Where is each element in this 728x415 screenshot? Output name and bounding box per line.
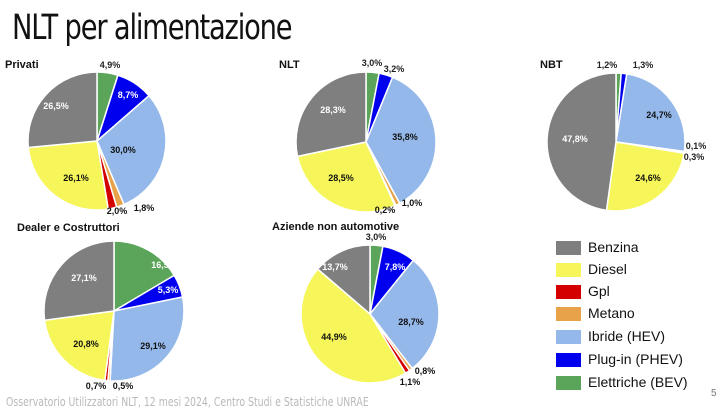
slice-label: 0,7% [86, 381, 107, 391]
pie-slice [296, 141, 396, 213]
pie-privati [27, 71, 167, 211]
gpl-swatch-icon [556, 285, 581, 299]
chart-title-dealer: Dealer e Costruttori [17, 222, 120, 234]
slice-label: 30,0% [110, 145, 136, 155]
legend-label: Diesel [588, 261, 627, 277]
metano-swatch-icon [556, 307, 581, 321]
pie-nbt [546, 72, 686, 212]
slice-label: 3,0% [366, 232, 387, 242]
slice-label: 1,3% [633, 60, 654, 70]
pie-slice [43, 310, 115, 382]
pie-slice [369, 259, 440, 370]
legend-item-hev: Ibride (HEV) [556, 328, 726, 345]
pie-slice [365, 76, 437, 205]
pie-slice [316, 244, 371, 316]
slice-label: 28,7% [398, 317, 424, 327]
slice-label: 0,8% [415, 366, 436, 376]
pie-slice [113, 240, 176, 313]
slice-label: 0,1% [686, 141, 707, 151]
pie-slice [96, 94, 167, 206]
pie-dealer-e-costruttori [43, 240, 185, 382]
slice-label: 1,2% [597, 60, 618, 70]
slice-label: 27,1% [71, 273, 97, 283]
pie-slice [605, 141, 685, 212]
slice-label: 29,1% [140, 341, 166, 351]
slice-label: 1,0% [402, 198, 423, 208]
phev-swatch-icon [556, 353, 581, 367]
slice-label: 3,2% [384, 64, 405, 74]
chart-title-nlt: NLT [279, 59, 300, 71]
source-footer: Osservatorio Utilizzatori NLT, 12 mesi 2… [6, 395, 369, 409]
legend-item-bev: Elettriche (BEV) [556, 374, 726, 391]
legend-item-metano: Metano [556, 305, 726, 322]
slice-label: 0,2% [375, 205, 396, 215]
slice-label: 0,3% [684, 152, 705, 162]
slice-label: 0,5% [113, 381, 134, 391]
slice-label: 2,0% [107, 206, 128, 216]
pie-slice [27, 140, 110, 211]
slice-label: 24,6% [635, 173, 661, 183]
legend-item-benzina: Benzina [556, 239, 726, 256]
legend-label: Metano [588, 305, 635, 321]
pie-slice [27, 71, 98, 149]
page-number: 5 [711, 388, 717, 399]
legend-label: Benzina [588, 239, 639, 255]
bev-swatch-icon [556, 376, 581, 390]
pie-aziende-non-automotive [300, 244, 440, 384]
slice-label: 26,1% [63, 173, 89, 183]
slice-label: 13,7% [322, 262, 348, 272]
diesel-swatch-icon [556, 263, 581, 277]
benzina-swatch-icon [556, 241, 581, 255]
chart-title-privati: Privati [5, 59, 39, 71]
slice-label: 3,0% [362, 58, 383, 68]
slice-label: 28,3% [320, 105, 346, 115]
pie-slice [300, 267, 407, 384]
pie-slice [43, 240, 115, 322]
pie-nlt [295, 71, 437, 213]
slice-label: 26,5% [43, 101, 69, 111]
slice-label: 16,5% [151, 260, 177, 270]
slice-label: 4,9% [100, 60, 121, 70]
slice-label: 5,3% [158, 285, 179, 295]
hev-swatch-icon [556, 330, 581, 344]
legend-label: Ibride (HEV) [588, 328, 666, 344]
legend-label: Plug-in (PHEV) [588, 351, 683, 367]
chart-title-nbt: NBT [540, 59, 563, 71]
legend-label: Gpl [588, 283, 610, 299]
slice-label: 35,8% [392, 132, 418, 142]
legend-item-gpl: Gpl [556, 283, 726, 300]
slice-label: 44,9% [321, 332, 347, 342]
pie-slice [109, 296, 185, 382]
slice-label: 28,5% [328, 173, 354, 183]
pie-slice [546, 72, 617, 212]
legend-item-phev: Plug-in (PHEV) [556, 351, 726, 368]
chart-title-aziende: Aziende non automotive [272, 221, 400, 233]
slice-label: 7,8% [385, 262, 406, 272]
slice-label: 47,8% [562, 134, 588, 144]
legend-label: Elettriche (BEV) [588, 374, 688, 390]
slice-label: 8,7% [118, 90, 139, 100]
slice-label: 24,7% [646, 110, 672, 120]
legend-item-diesel: Diesel [556, 261, 726, 278]
page-title: NLT per alimentazione [12, 8, 293, 48]
slice-label: 1,1% [400, 377, 421, 387]
slice-label: 20,8% [73, 339, 99, 349]
slice-label: 1,8% [134, 203, 155, 213]
pie-slice [615, 72, 686, 153]
pie-slice [295, 71, 367, 158]
